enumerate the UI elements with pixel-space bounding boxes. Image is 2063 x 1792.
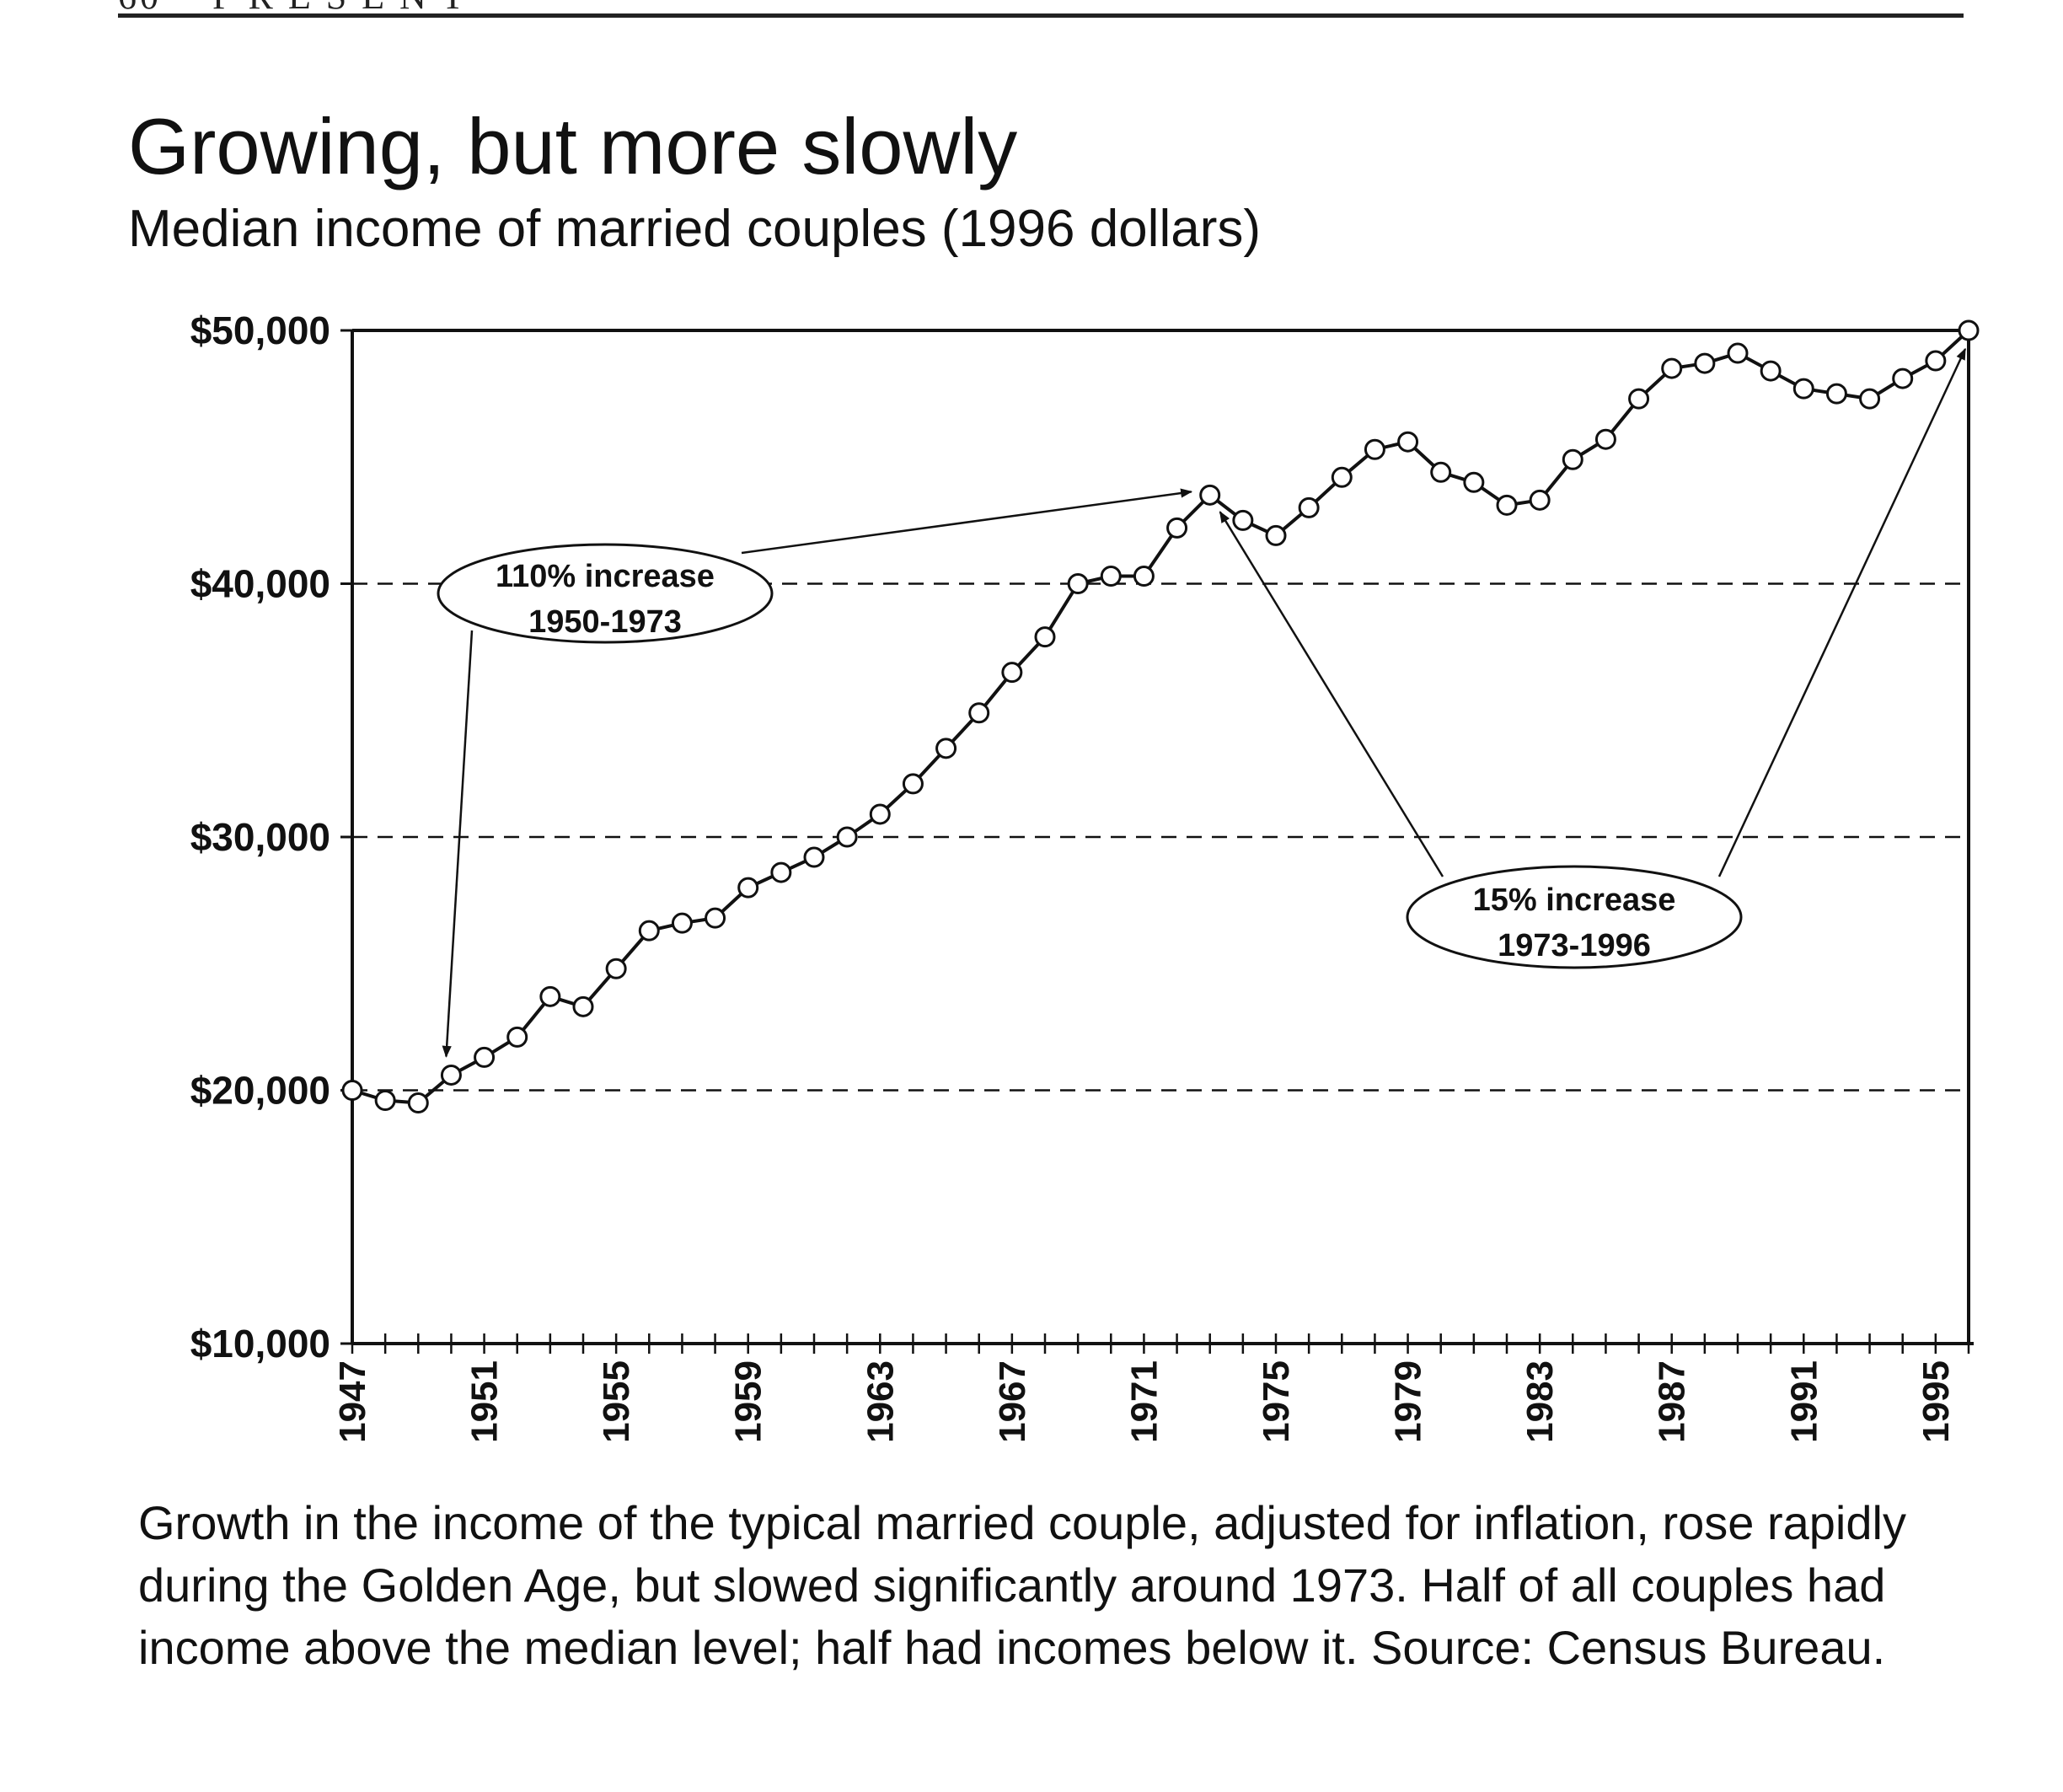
data-point-1958 <box>705 907 726 929</box>
y-tick-label: $20,000 <box>190 1069 330 1113</box>
x-tick-label: 1991 <box>1783 1360 1825 1443</box>
data-point-1986 <box>1628 388 1650 410</box>
y-tick-label: $50,000 <box>190 309 330 352</box>
data-point-1980 <box>1430 461 1452 483</box>
data-point-1955 <box>605 958 627 979</box>
x-tick-label: 1975 <box>1256 1360 1297 1443</box>
data-point-1961 <box>803 846 825 868</box>
data-point-1989 <box>1727 342 1749 364</box>
annotation-2-label-line1: 15% increase <box>1473 883 1676 918</box>
x-tick-label: 1955 <box>596 1360 637 1443</box>
x-tick-label: 1947 <box>332 1360 373 1443</box>
series-median-income <box>341 319 1980 1114</box>
data-point-1990 <box>1760 360 1782 382</box>
x-tick-label: 1987 <box>1652 1360 1693 1443</box>
data-point-1956 <box>638 920 660 942</box>
annotation-1-arrow-end <box>741 488 1193 555</box>
data-point-1970 <box>1100 565 1122 587</box>
data-point-1960 <box>770 861 792 883</box>
data-point-1949 <box>407 1092 429 1114</box>
data-point-1947 <box>341 1080 363 1101</box>
annotation-2-label-line2: 1973-1996 <box>1498 928 1651 963</box>
data-point-1984 <box>1562 448 1583 470</box>
section-name: PRESENT <box>212 0 480 17</box>
annotation-1-label-line1: 110% increase <box>496 559 715 594</box>
figure-caption: Growth in the income of the typical marr… <box>138 1492 1992 1679</box>
data-point-1976 <box>1298 496 1320 518</box>
y-tick-label: $10,000 <box>190 1322 330 1365</box>
annotation-2-ellipse <box>1406 865 1743 969</box>
data-point-1965 <box>935 738 957 759</box>
data-point-1978 <box>1364 438 1385 460</box>
x-tick-label: 1995 <box>1916 1360 1957 1443</box>
chart-subtitle: Median income of married couples (1996 d… <box>128 200 1261 258</box>
chart-title: Growing, but more slowly <box>128 102 1018 190</box>
data-point-1953 <box>539 985 561 1007</box>
data-point-1974 <box>1232 509 1254 531</box>
x-tick-label: 1963 <box>860 1360 901 1443</box>
x-tick-label: 1979 <box>1388 1360 1429 1443</box>
y-tick-label: $30,000 <box>190 815 330 859</box>
x-tick-label: 1983 <box>1519 1360 1561 1443</box>
annotation-2-arrow-start <box>1219 511 1444 877</box>
data-point-1973 <box>1199 484 1221 506</box>
axes: $10,000 $20,000 $30,000 $40,000 $50,000 1947 1… <box>190 309 1970 1443</box>
data-point-1950 <box>440 1064 462 1086</box>
page-number: 60 <box>118 0 162 17</box>
data-point-1996 <box>1958 319 1980 341</box>
data-point-1975 <box>1265 524 1287 546</box>
data-point-1964 <box>902 773 924 795</box>
annotation-2-arrow-end <box>1717 347 1967 877</box>
data-point-1968 <box>1034 626 1056 648</box>
data-point-1959 <box>737 877 759 899</box>
caption-line-1: Growth in the income of the typical marr… <box>138 1496 1906 1549</box>
data-point-1962 <box>836 826 858 848</box>
data-point-1991 <box>1792 378 1814 400</box>
data-point-1951 <box>474 1046 496 1068</box>
data-point-1966 <box>968 702 990 724</box>
x-tick-label: 1951 <box>464 1360 506 1443</box>
running-head: 60 PRESENT <box>118 0 480 15</box>
data-point-1987 <box>1661 357 1683 379</box>
data-point-1977 <box>1331 466 1353 488</box>
caption-line-2: during the Golden Age, but slowed signif… <box>138 1559 1886 1612</box>
data-point-1954 <box>572 995 594 1017</box>
data-point-1981 <box>1463 471 1485 493</box>
data-point-1963 <box>869 803 891 825</box>
data-point-1971 <box>1133 565 1155 587</box>
annotations: 110% increase 1950-1973 15% increase 1973-1… <box>437 347 1967 1058</box>
annotation-1-label-line2: 1950-1973 <box>528 604 682 640</box>
header-rule <box>118 13 1964 18</box>
data-point-1979 <box>1397 431 1419 453</box>
x-tick-label: 1971 <box>1123 1360 1165 1443</box>
annotation-1-arrow-start <box>442 630 474 1058</box>
data-point-1992 <box>1825 383 1847 405</box>
x-tick-label: 1967 <box>992 1360 1033 1443</box>
series-line <box>351 329 1970 1105</box>
data-point-1967 <box>1001 662 1023 684</box>
data-point-1995 <box>1925 350 1947 372</box>
annotation-1-ellipse <box>437 543 774 644</box>
x-tick-label: 1959 <box>728 1360 769 1443</box>
data-point-1985 <box>1594 428 1616 450</box>
data-point-1969 <box>1067 573 1089 594</box>
data-point-1952 <box>506 1026 528 1048</box>
data-point-1948 <box>374 1090 396 1112</box>
data-point-1972 <box>1166 517 1188 539</box>
y-tick-label: $40,000 <box>190 562 330 606</box>
caption-line-3: income above the median level; half had … <box>138 1621 1886 1674</box>
data-point-1994 <box>1892 368 1914 389</box>
data-point-1988 <box>1694 352 1716 374</box>
data-point-1982 <box>1496 494 1518 516</box>
data-point-1983 <box>1529 489 1551 511</box>
gridlines <box>352 582 1969 1092</box>
data-point-1957 <box>671 912 693 934</box>
data-point-1993 <box>1859 388 1881 410</box>
